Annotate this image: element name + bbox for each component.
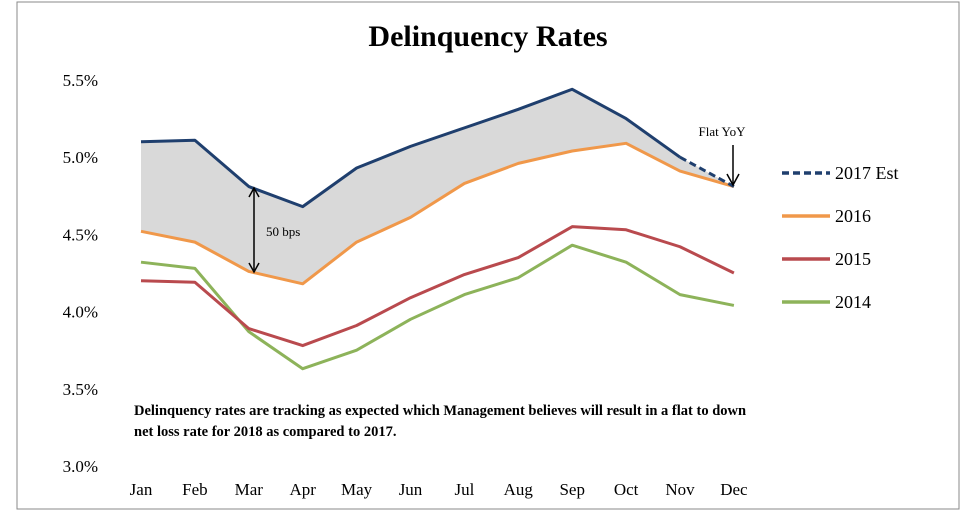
y-tick-label: 5.0% bbox=[63, 148, 98, 167]
y-tick-label: 3.5% bbox=[63, 380, 98, 399]
legend-label: 2016 bbox=[835, 206, 871, 226]
legend-label: 2014 bbox=[835, 292, 871, 312]
legend-label: 2015 bbox=[835, 249, 871, 269]
arrow-heads bbox=[248, 186, 260, 274]
series-line-2015 bbox=[140, 225, 735, 348]
x-tick-label: May bbox=[341, 480, 373, 499]
note-line-1: Delinquency rates are tracking as expect… bbox=[134, 403, 746, 419]
y-tick-label: 4.5% bbox=[63, 225, 98, 244]
y-tick-label: 5.5% bbox=[63, 71, 98, 90]
bps-annotation: 50 bps bbox=[248, 186, 300, 274]
legend: 2017 Est 2016 2015 2014 bbox=[782, 163, 899, 312]
x-tick-label: Mar bbox=[235, 480, 264, 499]
series-line-2017-est bbox=[140, 87, 681, 209]
x-tick-label: Dec bbox=[720, 480, 748, 499]
series-lines bbox=[140, 87, 735, 371]
x-tick-label: Aug bbox=[504, 480, 534, 499]
x-tick-label: Apr bbox=[289, 480, 316, 499]
y-tick-label: 3.0% bbox=[63, 457, 98, 476]
arrow-head bbox=[726, 173, 740, 187]
chart-title: Delinquency Rates bbox=[368, 20, 607, 53]
x-tick-label: Feb bbox=[182, 480, 208, 499]
y-axis: 3.0% 3.5% 4.0% 4.5% 5.0% 5.5% bbox=[63, 71, 98, 476]
y-tick-label: 4.0% bbox=[63, 303, 98, 322]
flat-label: Flat YoY bbox=[699, 124, 747, 139]
legend-label: 2017 Est bbox=[835, 163, 899, 183]
x-tick-label: Oct bbox=[614, 480, 639, 499]
x-tick-label: Sep bbox=[559, 480, 585, 499]
chart-frame bbox=[16, 1, 960, 510]
x-tick-label: Nov bbox=[665, 480, 695, 499]
x-axis: Jan Feb Mar Apr May Jun Jul Aug Sep Oct Nov Dec bbox=[130, 480, 748, 499]
flat-annotation: Flat YoY bbox=[699, 124, 747, 187]
shaded-gap-area bbox=[141, 89, 734, 284]
note-line-2: net loss rate for 2018 as compared to 20… bbox=[134, 424, 396, 440]
x-tick-label: Jul bbox=[454, 480, 474, 499]
bps-label: 50 bps bbox=[266, 224, 300, 239]
x-tick-label: Jan bbox=[130, 480, 153, 499]
x-tick-label: Jun bbox=[399, 480, 423, 499]
series-line-2016 bbox=[140, 141, 735, 286]
